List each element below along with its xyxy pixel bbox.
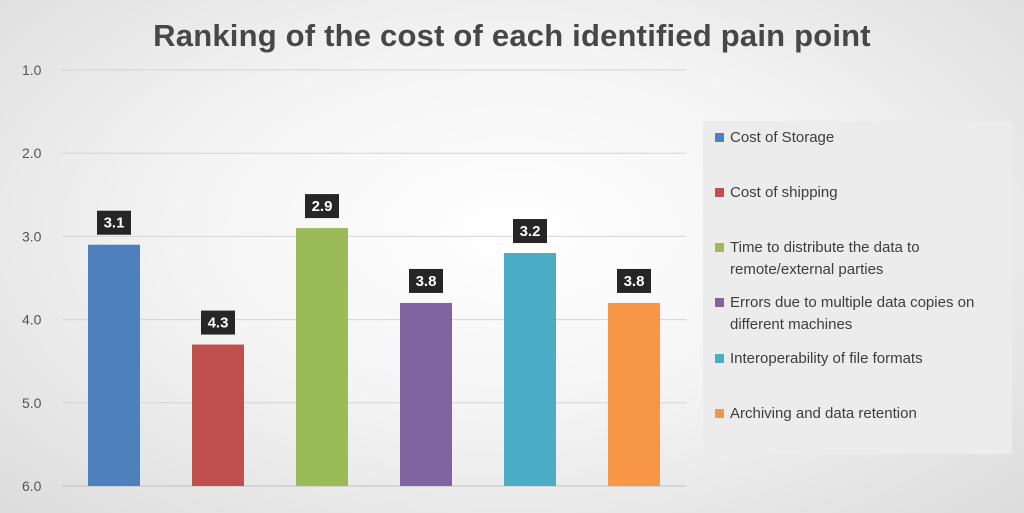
- legend-item: Errors due to multiple data copies on di…: [715, 292, 1007, 336]
- bar: [192, 344, 244, 486]
- bar: [504, 253, 556, 486]
- data-label-box: [513, 219, 547, 244]
- bar: [608, 302, 660, 486]
- y-tick-label: 3.0: [22, 228, 42, 244]
- legend-label: Cost of shipping: [730, 184, 838, 201]
- legend-item: Time to distribute the data to remote/ex…: [715, 237, 1007, 281]
- legend-swatch: [715, 188, 724, 197]
- legend-label: Cost of Storage: [730, 129, 835, 146]
- legend: Cost of Storage Cost of shipping Time to d…: [703, 121, 1012, 454]
- legend-swatch: [715, 133, 724, 142]
- data-label: 2.9: [312, 198, 333, 215]
- legend-item: Archiving and data retention: [715, 403, 1007, 425]
- plot-area: 1.0 2.0 3.0 4.0 5.0 6.0 3.1 4.3 2.9 3.8 3.2 3.8: [22, 62, 686, 494]
- legend-item: Cost of shipping: [715, 182, 1007, 204]
- data-label: 4.3: [208, 315, 229, 332]
- data-label: 3.2: [520, 223, 541, 240]
- bar: [88, 244, 140, 486]
- legend-label: Archiving and data retention: [730, 405, 917, 422]
- data-label: 3.8: [416, 273, 437, 290]
- y-tick-label: 5.0: [22, 395, 42, 411]
- data-label-box: [201, 310, 235, 335]
- legend-swatch: [715, 409, 724, 418]
- y-tick-label: 2.0: [22, 145, 42, 161]
- data-label: 3.8: [624, 273, 645, 290]
- y-tick-label: 1.0: [22, 62, 42, 78]
- legend-item: Cost of Storage: [715, 127, 1007, 149]
- chart-title: Ranking of the cost of each identified p…: [153, 18, 871, 53]
- bar: [296, 228, 348, 486]
- legend-swatch: [715, 354, 724, 363]
- legend-item: Interoperability of file formats: [715, 348, 1007, 370]
- data-label: 3.1: [104, 215, 125, 232]
- data-label-box: [97, 210, 131, 235]
- bar: [400, 302, 452, 486]
- legend-label: Interoperability of file formats: [730, 350, 923, 367]
- data-label-box: [617, 268, 651, 293]
- legend-swatch: [715, 298, 724, 307]
- legend-swatch: [715, 243, 724, 252]
- y-tick-label: 6.0: [22, 478, 42, 494]
- legend-label: Time to distribute the data to remote/ex…: [730, 239, 920, 278]
- data-label-box: [305, 194, 339, 219]
- data-label-box: [409, 268, 443, 293]
- y-tick-label: 4.0: [22, 312, 42, 328]
- legend-label: Errors due to multiple data copies on di…: [730, 294, 975, 333]
